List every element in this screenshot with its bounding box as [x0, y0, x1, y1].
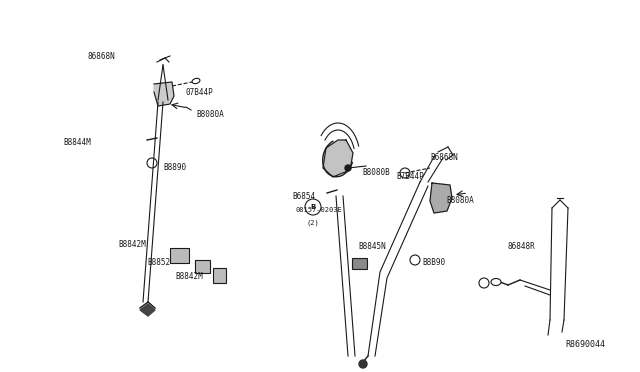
- Text: B8890: B8890: [163, 163, 186, 172]
- Polygon shape: [154, 82, 174, 106]
- FancyBboxPatch shape: [351, 257, 367, 269]
- Text: B8080B: B8080B: [362, 168, 390, 177]
- Text: B7B44P: B7B44P: [396, 172, 424, 181]
- Text: 86868N: 86868N: [88, 52, 116, 61]
- Text: 07B44P: 07B44P: [185, 88, 212, 97]
- FancyBboxPatch shape: [195, 260, 209, 273]
- Text: B8080A: B8080A: [196, 110, 224, 119]
- Ellipse shape: [192, 78, 200, 84]
- Polygon shape: [323, 140, 353, 177]
- Text: B6854: B6854: [292, 192, 315, 201]
- Text: B8842M: B8842M: [118, 240, 146, 249]
- Circle shape: [359, 360, 367, 368]
- Text: B8B90: B8B90: [422, 258, 445, 267]
- Text: B8845N: B8845N: [358, 242, 386, 251]
- Text: 08157-0203E: 08157-0203E: [295, 207, 342, 213]
- Text: R8690044: R8690044: [565, 340, 605, 349]
- Text: B8842M: B8842M: [175, 272, 203, 281]
- Text: B8080A: B8080A: [446, 196, 474, 205]
- Text: B8844M: B8844M: [63, 138, 91, 147]
- Polygon shape: [430, 183, 452, 213]
- Text: B: B: [310, 204, 316, 210]
- FancyBboxPatch shape: [170, 247, 189, 263]
- Polygon shape: [140, 304, 155, 316]
- FancyBboxPatch shape: [212, 267, 225, 282]
- Text: B8852: B8852: [147, 258, 170, 267]
- Ellipse shape: [491, 279, 501, 285]
- Text: 86848R: 86848R: [507, 242, 535, 251]
- Circle shape: [345, 165, 351, 171]
- Text: B6868N: B6868N: [430, 153, 458, 162]
- Text: (2): (2): [307, 220, 320, 227]
